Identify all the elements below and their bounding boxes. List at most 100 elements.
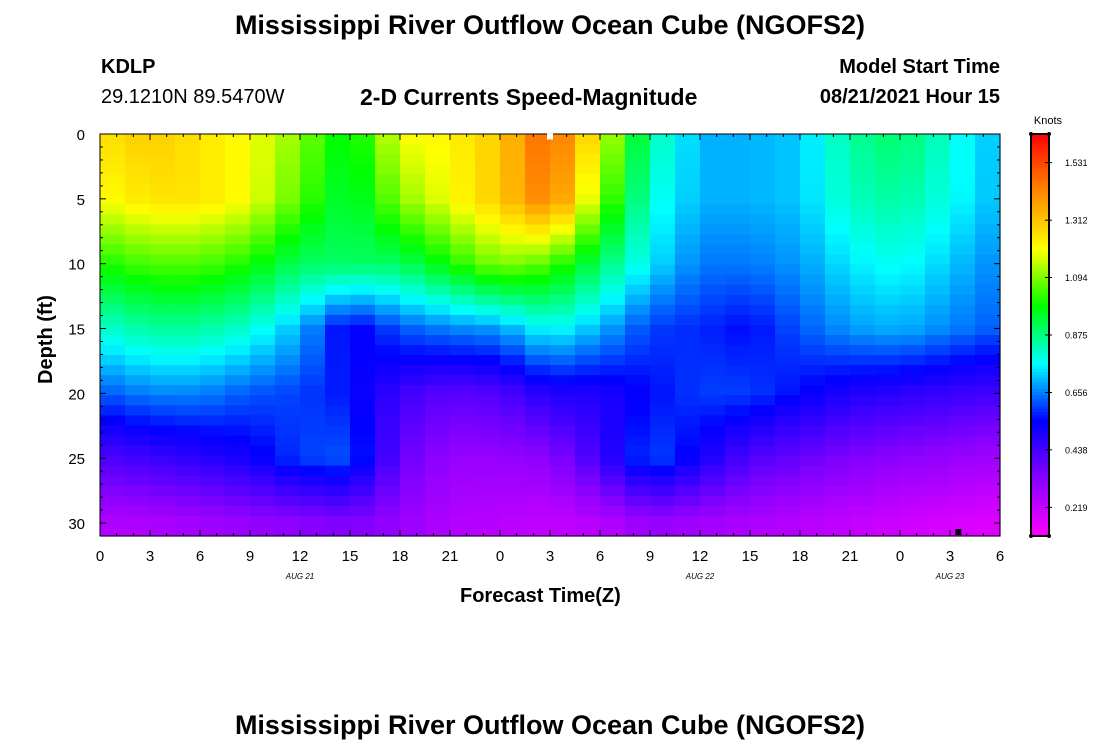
heatmap-cell <box>475 164 501 175</box>
heatmap-cell <box>950 436 976 447</box>
heatmap-cell <box>275 345 301 356</box>
heatmap-cell <box>675 154 701 165</box>
heatmap-cell <box>575 144 601 155</box>
heatmap-cell <box>525 335 551 346</box>
heatmap-cell <box>925 365 951 376</box>
heatmap-cell <box>725 214 751 225</box>
heatmap-cell <box>425 466 451 477</box>
heatmap-cell <box>650 335 676 346</box>
heatmap-cell <box>625 496 651 507</box>
heatmap-cell <box>600 204 626 215</box>
heatmap-cell <box>550 496 576 507</box>
heatmap-cell <box>700 486 726 497</box>
heatmap-cell <box>800 516 826 527</box>
heatmap-cell <box>525 325 551 336</box>
heatmap-cell <box>350 285 376 296</box>
heatmap-cell <box>600 154 626 165</box>
heatmap-cell <box>325 476 351 487</box>
heatmap-cell <box>275 245 301 256</box>
heatmap-cell <box>550 375 576 386</box>
heatmap-cell <box>925 345 951 356</box>
heatmap-cell <box>775 154 801 165</box>
heatmap-cell <box>725 154 751 165</box>
heatmap-cell <box>425 235 451 246</box>
heatmap-cell <box>300 385 326 396</box>
heatmap-cell <box>675 184 701 195</box>
heatmap-cell <box>475 415 501 426</box>
heatmap-cell <box>825 275 851 286</box>
heatmap-cell <box>850 476 876 487</box>
heatmap-cell <box>925 446 951 457</box>
heatmap-cell <box>150 214 176 225</box>
heatmap-cell <box>175 204 201 215</box>
heatmap-cell <box>675 275 701 286</box>
heatmap-cell <box>750 446 776 457</box>
heatmap-cell <box>525 204 551 215</box>
heatmap-cell <box>750 385 776 396</box>
heatmap-cell <box>825 335 851 346</box>
heatmap-cell <box>825 224 851 235</box>
heatmap-cell <box>650 184 676 195</box>
heatmap-cell <box>425 506 451 517</box>
heatmap-cell <box>375 506 401 517</box>
heatmap-cell <box>675 516 701 527</box>
heatmap-cell <box>650 134 676 145</box>
heatmap-cell <box>950 476 976 487</box>
heatmap-cell <box>175 405 201 416</box>
heatmap-cell <box>400 496 426 507</box>
heatmap-cell <box>850 164 876 175</box>
heatmap-cell <box>875 395 901 406</box>
heatmap-cell <box>950 164 976 175</box>
heatmap-cell <box>100 425 126 436</box>
heatmap-cell <box>450 265 476 276</box>
heatmap-cell <box>625 365 651 376</box>
heatmap-cell <box>175 245 201 256</box>
heatmap-cell <box>700 224 726 235</box>
heatmap-cell <box>625 395 651 406</box>
heatmap-cell <box>350 214 376 225</box>
heatmap-cell <box>975 335 1001 346</box>
heatmap-cell <box>325 395 351 406</box>
heatmap-cell <box>625 174 651 185</box>
heatmap-cell <box>825 184 851 195</box>
heatmap-cell <box>350 295 376 306</box>
heatmap-cell <box>525 144 551 155</box>
heatmap-cell <box>425 295 451 306</box>
heatmap-cell <box>450 214 476 225</box>
heatmap-cell <box>800 164 826 175</box>
heatmap-cell <box>200 184 226 195</box>
heatmap-cell <box>350 446 376 457</box>
heatmap-cell <box>800 526 826 537</box>
heatmap-cell <box>275 456 301 467</box>
heatmap-cell <box>575 275 601 286</box>
heatmap-cell <box>150 194 176 205</box>
heatmap-cell <box>300 164 326 175</box>
heatmap-cell <box>875 204 901 215</box>
heatmap-cell <box>175 275 201 286</box>
heatmap-cell <box>950 144 976 155</box>
heatmap-cell <box>200 154 226 165</box>
y-axis-label: Depth (ft) <box>35 295 58 384</box>
heatmap-cell <box>950 245 976 256</box>
heatmap-cell <box>350 375 376 386</box>
heatmap-cell <box>950 275 976 286</box>
heatmap-cell <box>725 174 751 185</box>
heatmap-cell <box>875 325 901 336</box>
heatmap-cell <box>650 164 676 175</box>
heatmap-cell <box>750 355 776 366</box>
heatmap-cell <box>975 184 1001 195</box>
heatmap-cell <box>400 194 426 205</box>
heatmap-cell <box>200 255 226 266</box>
heatmap-cell <box>800 436 826 447</box>
heatmap-cell <box>125 134 151 145</box>
heatmap-cell <box>850 184 876 195</box>
heatmap-cell <box>925 265 951 276</box>
heatmap-cell <box>825 355 851 366</box>
heatmap-cell <box>650 154 676 165</box>
heatmap-cell <box>650 526 676 537</box>
heatmap-cell <box>950 395 976 406</box>
heatmap-cell <box>450 375 476 386</box>
heatmap-cell <box>225 415 251 426</box>
heatmap-cell <box>325 275 351 286</box>
heatmap-cell <box>225 466 251 477</box>
